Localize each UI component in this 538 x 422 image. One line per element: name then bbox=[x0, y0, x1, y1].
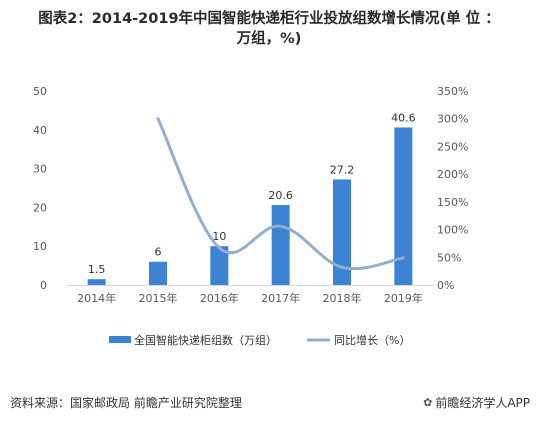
y-right-tick-label: 100% bbox=[437, 224, 468, 237]
title-line-2: 万组，%) bbox=[236, 31, 302, 47]
y-right-tick-label: 50% bbox=[437, 251, 461, 264]
bar-value-label: 1.5 bbox=[88, 263, 106, 276]
x-tick-label: 2017年 bbox=[261, 291, 300, 305]
legend-label-line: 同比增长（%） bbox=[334, 333, 410, 347]
growth-line bbox=[156, 117, 405, 271]
y-right-tick-label: 150% bbox=[437, 196, 468, 209]
x-tick-label: 2018年 bbox=[323, 291, 362, 305]
y-left-tick-label: 50 bbox=[33, 85, 47, 98]
bar-value-label: 40.6 bbox=[391, 111, 416, 124]
y-left-tick-label: 20 bbox=[33, 201, 47, 214]
bar bbox=[210, 246, 229, 285]
legend-label-bars: 全国智能快递柜组数（万组） bbox=[134, 333, 277, 347]
bar bbox=[271, 205, 290, 285]
bar bbox=[149, 261, 167, 285]
y-right-tick-label: 200% bbox=[437, 168, 468, 181]
source-note: 资料来源：国家邮政局 前瞻产业研究院整理 bbox=[10, 396, 242, 410]
combo-chart: 0 10 20 30 40 50 0% 50% 100% 150% 200% 250% 300% 350%… bbox=[33, 85, 468, 347]
bar-value-label: 20.6 bbox=[268, 189, 293, 202]
brand: ✿ 前瞻经济学人APP bbox=[423, 394, 530, 411]
title-line-1: 图表2：2014-2019年中国智能快递柜行业投放组数增长情况(单 位 ： bbox=[38, 11, 500, 27]
brand-label: 前瞻经济学人APP bbox=[435, 396, 530, 410]
x-tick-label: 2014年 bbox=[77, 291, 116, 305]
x-tick-label: 2015年 bbox=[139, 291, 178, 305]
y-left-tick-label: 40 bbox=[33, 124, 47, 137]
y-left-tick-label: 10 bbox=[33, 240, 47, 253]
legend-swatch-bars bbox=[109, 336, 131, 343]
y-left-tick-label: 0 bbox=[40, 279, 47, 292]
bar bbox=[87, 279, 106, 285]
bar-value-label: 6 bbox=[155, 246, 162, 259]
bar-value-label: 27.2 bbox=[330, 163, 355, 176]
y-right-tick-label: 300% bbox=[437, 113, 468, 126]
y-right-tick-label: 0% bbox=[437, 279, 454, 292]
bar-value-label: 10 bbox=[212, 230, 226, 243]
x-tick-label: 2019年 bbox=[384, 291, 423, 305]
x-tick-label: 2016年 bbox=[200, 291, 239, 305]
y-right-tick-label: 250% bbox=[437, 140, 468, 153]
y-left-tick-label: 30 bbox=[33, 163, 47, 176]
brand-logo-icon: ✿ bbox=[423, 396, 433, 409]
y-right-tick-label: 350% bbox=[437, 85, 468, 98]
bar bbox=[333, 179, 351, 285]
bar bbox=[394, 127, 413, 285]
chart-title: 图表2：2014-2019年中国智能快递柜行业投放组数增长情况(单 位 ： 万组… bbox=[0, 9, 538, 49]
